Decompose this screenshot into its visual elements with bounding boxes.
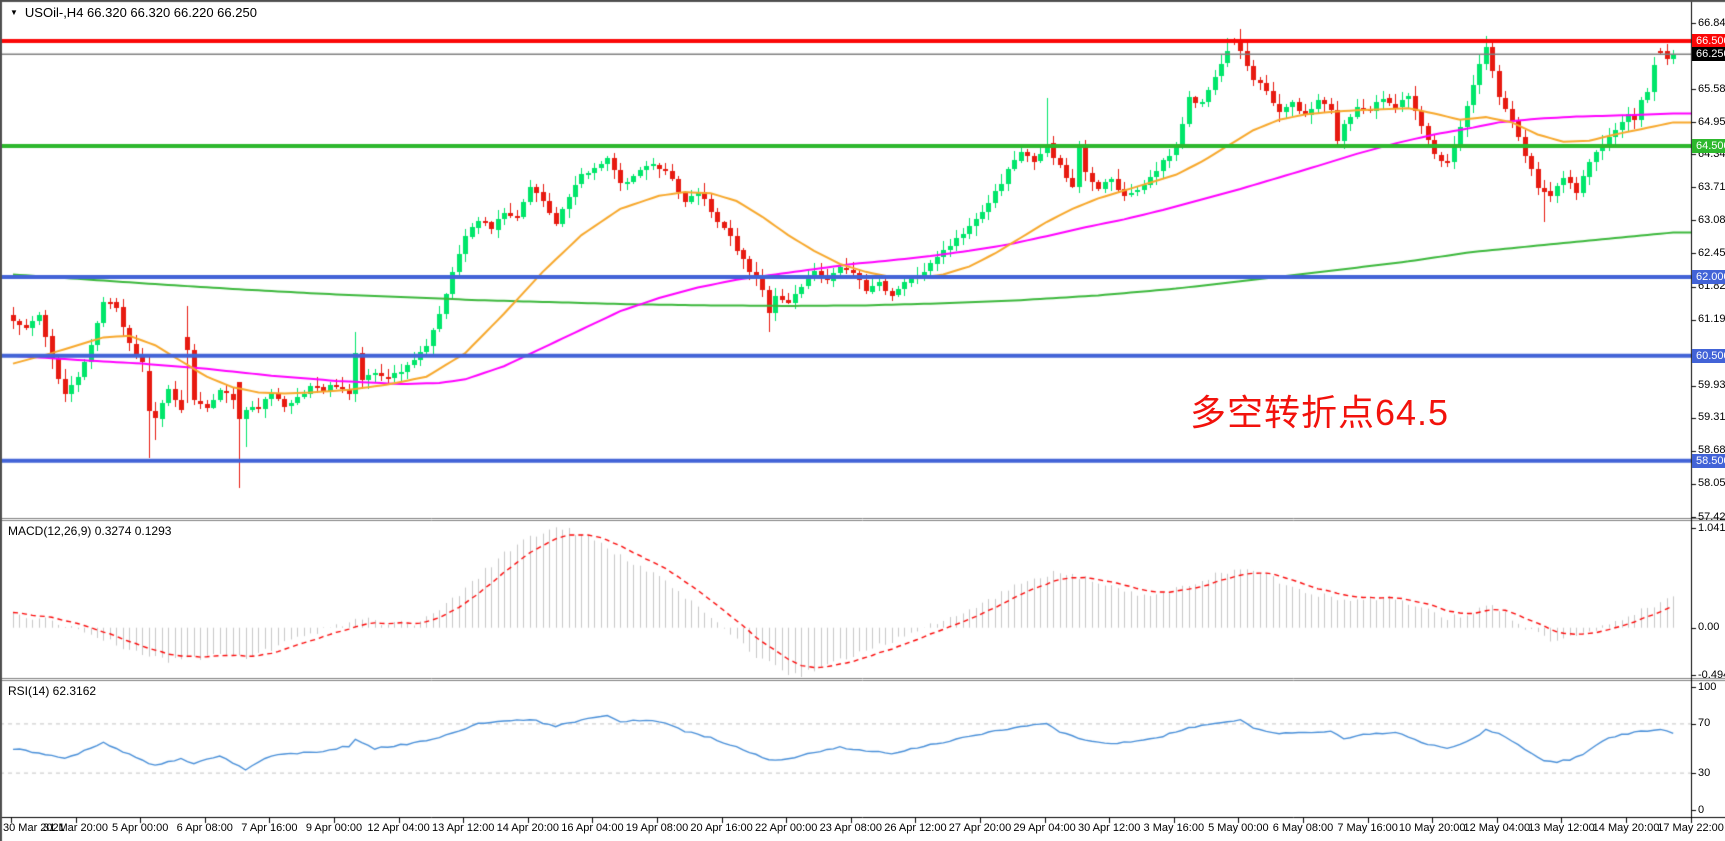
price-axis-tick: 63.710 <box>1698 180 1725 193</box>
time-axis-label: 14 Apr 20:00 <box>496 822 559 834</box>
time-axis-label: 3 May 16:00 <box>1143 822 1205 834</box>
price-level-tag: 66.500 <box>1692 34 1725 49</box>
time-axis-label: 13 Apr 12:00 <box>431 822 495 834</box>
price-axis-tick: 64.955 <box>1698 115 1725 128</box>
price-axis-tick: 66.845 <box>1698 16 1725 29</box>
time-axis-label: 12 Apr 04:00 <box>367 822 430 834</box>
time-axis-label: 5 Apr 00:00 <box>112 822 169 834</box>
price-axis-tick: 57.425 <box>1698 510 1725 523</box>
rsi-axis-tick: 70 <box>1698 717 1711 730</box>
time-axis-label: 30 Mar 2021 <box>3 822 65 834</box>
macd-axis-tick: 1.0419 <box>1698 521 1725 534</box>
time-axis-label: 7 Apr 16:00 <box>241 822 298 834</box>
time-axis-label: 20 Apr 16:00 <box>690 822 753 834</box>
time-axis-label: 16 Apr 04:00 <box>561 822 624 834</box>
time-axis-label: 31 Mar 20:00 <box>43 822 109 834</box>
time-axis-label: 10 May 20:00 <box>1398 822 1466 834</box>
time-axis-label: 30 Apr 12:00 <box>1077 822 1141 834</box>
chart-title: ▼ USOil-,H4 66.320 66.320 66.220 66.250 <box>10 5 257 20</box>
price-axis-tick: 59.315 <box>1698 411 1725 424</box>
time-axis-label: 7 May 16:00 <box>1337 822 1398 834</box>
time-axis-label: 5 May 00:00 <box>1208 822 1269 834</box>
time-axis-label: 26 Apr 12:00 <box>884 822 947 834</box>
price-level-tag: 64.500 <box>1692 138 1725 153</box>
price-axis-tick: 62.450 <box>1698 246 1725 259</box>
price-axis-tick: 58.055 <box>1698 477 1725 490</box>
price-axis-tick: 58.685 <box>1698 444 1725 457</box>
rsi-indicator-label: RSI(14) 62.3162 <box>8 684 97 698</box>
rsi-axis-tick: 0 <box>1698 803 1705 816</box>
time-axis-label: 29 Apr 04:00 <box>1013 822 1076 834</box>
macd-axis-tick: 0.00 <box>1698 621 1720 634</box>
chart-annotation-text: 多空转折点64.5 <box>1190 392 1450 433</box>
time-axis-label: 6 Apr 08:00 <box>176 822 233 834</box>
macd-indicator-label: MACD(12,26,9) 0.3274 0.1293 <box>8 524 172 538</box>
price-axis-tick: 65.585 <box>1698 82 1725 95</box>
time-axis-label: 13 May 12:00 <box>1528 822 1595 834</box>
price-level-tag: 60.500 <box>1692 348 1725 363</box>
macd-axis-tick: -0.494 <box>1698 668 1725 681</box>
time-axis-label: 12 May 04:00 <box>1463 822 1531 834</box>
time-axis-label: 14 May 20:00 <box>1592 822 1660 834</box>
time-axis-label: 27 Apr 20:00 <box>948 822 1012 834</box>
price-axis-tick: 63.080 <box>1698 213 1725 226</box>
symbol-ohlc-line: USOil-,H4 66.320 66.320 66.220 66.250 <box>24 5 257 20</box>
time-axis-label: 22 Apr 00:00 <box>754 822 818 834</box>
current-price-tag: 66.250 <box>1692 47 1725 62</box>
price-axis-tick: 61.190 <box>1698 313 1725 326</box>
rsi-axis-tick: 30 <box>1698 766 1711 779</box>
collapse-arrow-icon[interactable]: ▼ <box>10 8 18 17</box>
price-level-tag: 58.500 <box>1692 453 1725 468</box>
time-axis-label: 19 Apr 08:00 <box>625 822 689 834</box>
time-axis-label: 9 Apr 00:00 <box>305 822 363 834</box>
time-axis-label: 17 May 22:00 <box>1657 822 1724 834</box>
rsi-axis-tick: 100 <box>1698 680 1717 693</box>
price-axis-tick: 59.930 <box>1698 379 1725 392</box>
time-axis-label: 23 Apr 08:00 <box>819 822 882 834</box>
price-level-tag: 62.000 <box>1692 270 1725 285</box>
time-axis-label: 6 May 08:00 <box>1272 822 1334 834</box>
